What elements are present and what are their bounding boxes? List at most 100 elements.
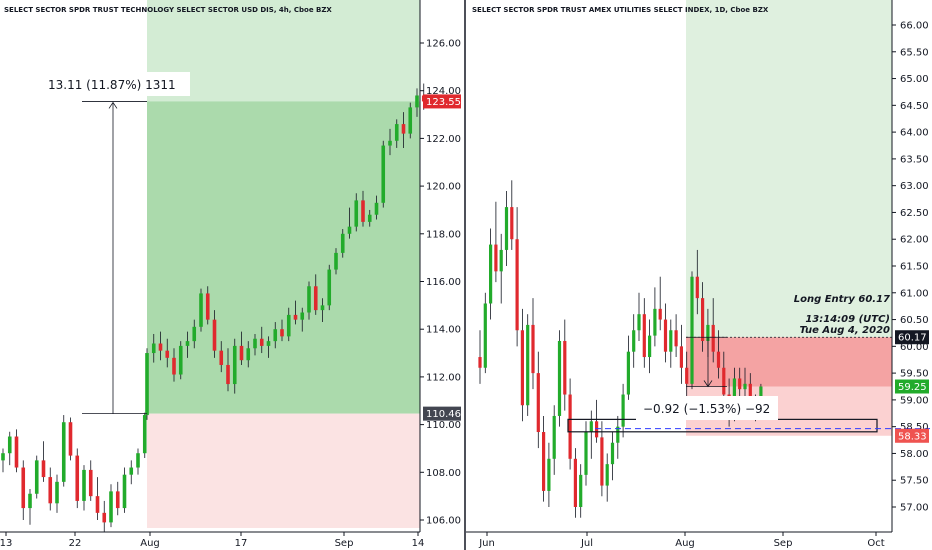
y-tick-label: 106.00 [426,516,461,527]
x-tick-label: Jul [580,538,593,549]
candle-body [367,214,372,222]
candle [526,314,530,416]
candle [142,412,147,458]
candle [313,274,318,315]
candle [483,292,487,374]
candle-body [21,467,26,509]
candle [674,314,678,358]
candle-body [320,305,325,311]
candle-body [695,276,699,299]
y-tick-label: 65.50 [900,47,929,58]
candle-body [212,319,217,351]
y-tick-label: 65.00 [900,74,929,85]
candle [716,330,721,379]
candle-body [55,481,59,504]
candle-body [520,330,524,406]
candle [536,351,540,449]
candle-body [354,200,359,227]
candle [415,88,419,117]
candle [232,338,237,394]
candle [669,319,673,368]
entry-price-tag: 110.46 [423,406,461,421]
candle [48,467,53,511]
candle-body [663,319,668,352]
candle-body [232,345,237,385]
candle [401,112,406,148]
candle [34,455,39,499]
candle [246,341,251,368]
candle [600,421,604,497]
candle [632,314,636,368]
candle [637,292,641,341]
x-tick-label: 22 [69,538,82,549]
candle [711,298,715,363]
candle [354,193,359,232]
y-tick-label: 57.00 [900,503,929,514]
entry-price-label: 60.17 [898,333,927,344]
y-tick-label: 60.00 [900,342,929,353]
candle [122,467,127,513]
candle-body [88,469,93,497]
candle-body [504,207,509,250]
candle-body [340,233,345,253]
last-price-tag: 59.25 [895,379,929,394]
candle-body [334,252,338,270]
x-tick-label: 14 [412,538,425,549]
candle-body [102,512,107,523]
candle-body [542,432,546,491]
candle [55,474,59,513]
measure-arrow-head [703,380,713,388]
candle-body [584,432,588,475]
stop-price-tag-bg [895,428,929,443]
candle-body [626,351,630,395]
candle-body [61,422,66,482]
candle-body [7,436,12,454]
last-price-tag-bg [895,379,929,394]
candle-body [293,314,298,320]
y-tick-label: 116.00 [426,277,461,288]
candle [136,448,140,475]
candle [1,448,5,473]
candle-body [579,474,583,507]
candle-body [95,496,100,513]
y-tick-label: 63.00 [900,181,929,192]
candle-body [494,244,498,272]
y-tick-label: 66.00 [900,21,929,32]
chart-title: SELECT SECTOR SPDR TRUST TECHNOLOGY SELE… [4,6,332,14]
y-tick-label: 64.50 [900,101,929,112]
candle [408,102,413,139]
last-price-tag: 123.55 [423,94,461,109]
y-tick-label: 61.00 [900,288,929,299]
candle [28,488,32,525]
entry-price-label: 110.46 [426,409,461,420]
candle [589,410,593,459]
candle [394,119,399,148]
x-tick-label: Oct [867,538,884,549]
candle-body [75,455,80,501]
measure-arrow-head [108,101,118,109]
candle [205,286,210,325]
candle-body [557,340,562,416]
candle [340,229,345,258]
candle-body [205,293,210,320]
candle [129,460,134,485]
candle [478,330,482,384]
y-tick-label: 114.00 [426,325,461,336]
candle-body [219,350,224,365]
candle [648,319,652,374]
candle-body [526,324,530,406]
candle [145,348,149,420]
y-tick-label: 126.00 [426,39,461,50]
candle-body [722,367,726,395]
y-tick-label: 118.00 [426,229,461,240]
y-tick-label: 112.00 [426,372,461,383]
candle [286,307,291,342]
candle-body [145,353,149,416]
candle-body [589,421,593,433]
candle [388,128,392,156]
candle [738,367,742,400]
candle [7,431,12,466]
candle [563,319,567,411]
time-annotation: 13:14:09 (UTC) [805,314,890,325]
